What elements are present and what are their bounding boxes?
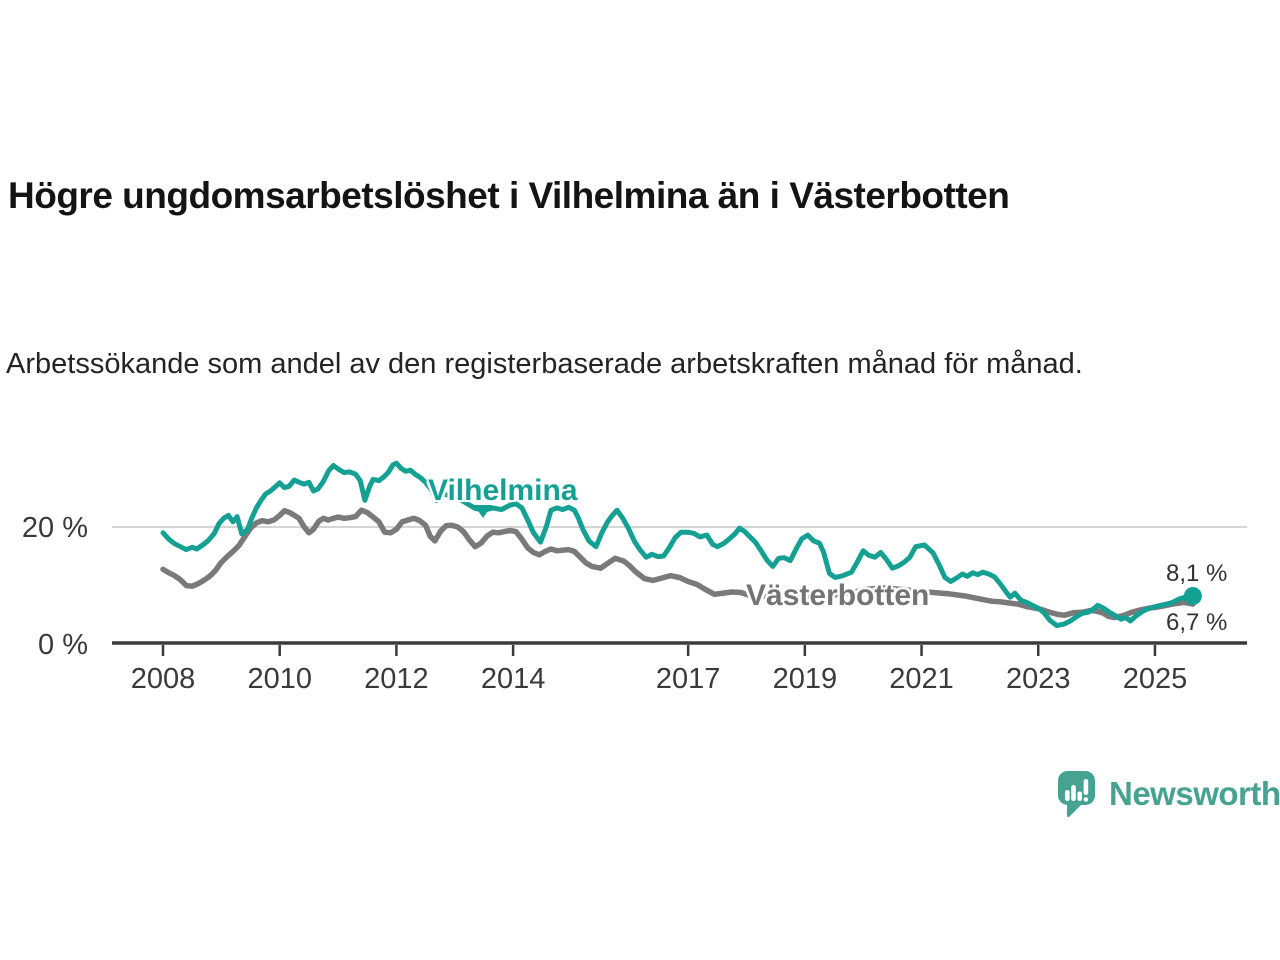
x-tick-label: 2017: [656, 663, 721, 695]
x-tick-label: 2012: [364, 663, 429, 695]
chart-subtitle: Arbetssökande som andel av den registerb…: [6, 348, 1083, 380]
page-title: Högre ungdomsarbetslöshet i Vilhelmina ä…: [8, 174, 1010, 216]
x-tick-label: 2010: [247, 663, 312, 695]
vilhelmina-end-dot: [1183, 587, 1202, 605]
series-label-vasterbotten: Västerbotten: [746, 579, 930, 612]
speech-bubble-shape: [1058, 771, 1095, 817]
series-label-vilhelmina: Vilhelmina: [428, 474, 578, 507]
newsworthy-logo: Newsworthy: [1058, 771, 1280, 817]
vilhelmina-end-value-label: 8,1 %: [1166, 560, 1228, 587]
y-tick-label: 20 %: [22, 512, 88, 544]
triangle-down-icon: [474, 505, 492, 518]
x-tick-label: 2025: [1123, 663, 1188, 695]
axis-tick-labels: 20 % 0 % 2008 2010 2012 2014 2017 2019 2021 2023 2…: [22, 512, 1187, 695]
x-tick-label: 2014: [481, 663, 546, 695]
vilhelmina-line: [160, 460, 1196, 629]
x-axis: [112, 641, 1247, 656]
x-tick-label: 2008: [131, 663, 196, 695]
newsworthy-logo-icon: [1058, 771, 1095, 817]
vasterbotten-end-value-label: 6,7 %: [1166, 609, 1228, 636]
x-tick-label: 2021: [889, 663, 954, 695]
bar-chart-glyph: [1065, 779, 1089, 802]
y-tick-label: 0 %: [38, 629, 88, 661]
newsworthy-logo-text: Newsworthy: [1109, 775, 1280, 812]
x-tick-label: 2019: [773, 663, 838, 695]
vasterbotten-line: [160, 507, 1196, 621]
x-tick-label: 2023: [1006, 663, 1071, 695]
